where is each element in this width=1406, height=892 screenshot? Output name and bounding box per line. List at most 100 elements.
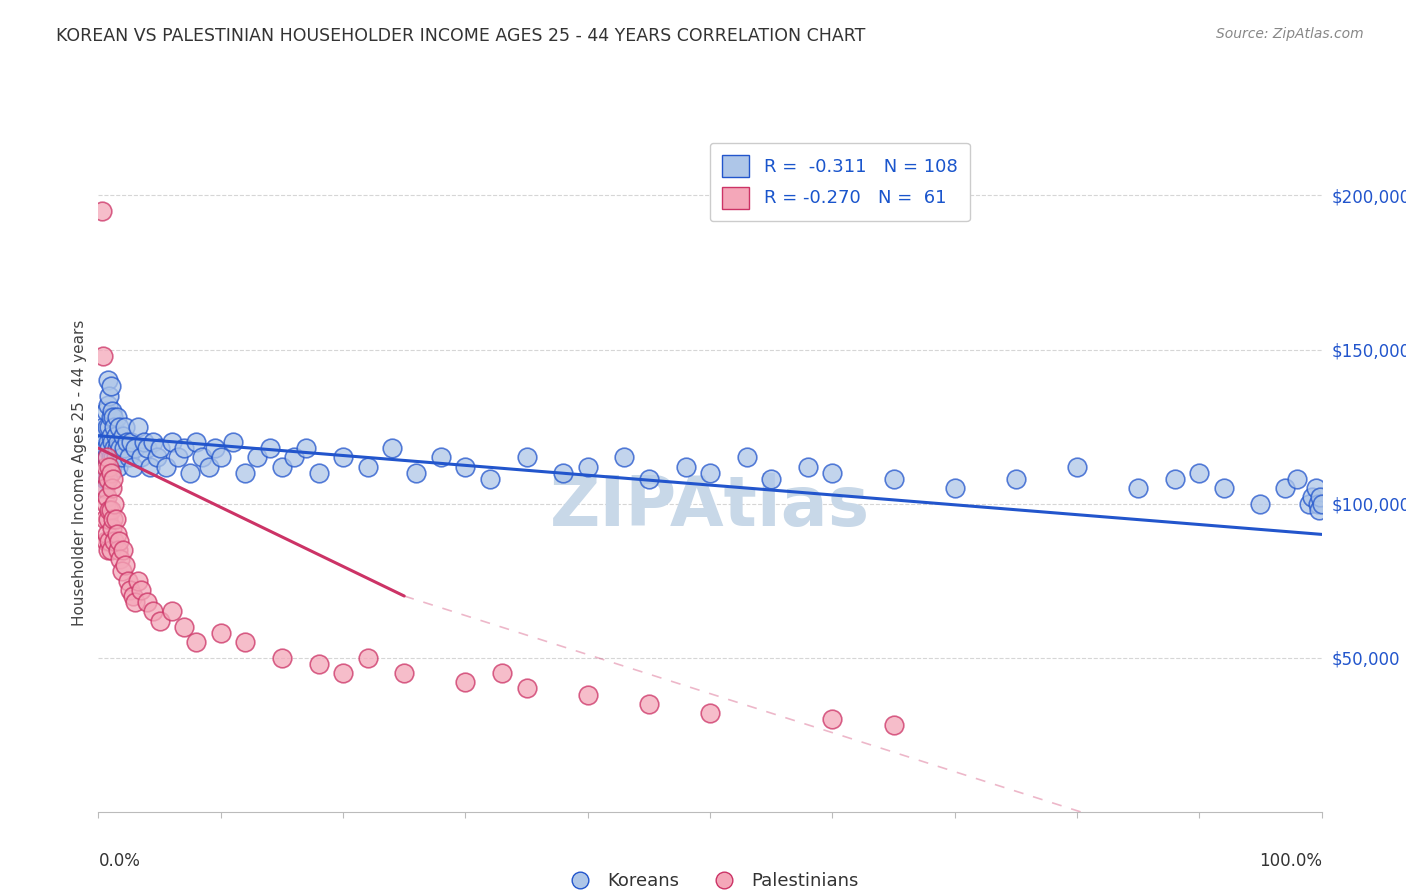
Point: [105, 410, 128, 425]
Point: [98, 389, 121, 403]
Point: [308, 657, 330, 671]
Point: [120, 434, 142, 449]
Point: [155, 459, 177, 474]
Point: [735, 450, 758, 465]
Point: [1305, 481, 1327, 495]
Point: [103, 419, 125, 434]
Y-axis label: Householder Income Ages 25 - 44 years: Householder Income Ages 25 - 44 years: [72, 319, 87, 626]
Point: [118, 450, 141, 465]
Point: [97, 373, 120, 387]
Point: [124, 441, 146, 455]
Point: [127, 419, 149, 434]
Point: [197, 459, 219, 474]
Point: [356, 459, 378, 474]
Point: [553, 466, 575, 480]
Point: [108, 419, 131, 434]
Point: [167, 450, 190, 465]
Point: [209, 450, 232, 465]
Point: [761, 472, 783, 486]
Point: [127, 574, 149, 588]
Point: [120, 582, 142, 597]
Point: [101, 512, 124, 526]
Point: [1308, 502, 1330, 516]
Point: [115, 434, 138, 449]
Point: [332, 450, 354, 465]
Text: KOREAN VS PALESTINIAN HOUSEHOLDER INCOME AGES 25 - 44 YEARS CORRELATION CHART: KOREAN VS PALESTINIAN HOUSEHOLDER INCOME…: [56, 27, 866, 45]
Point: [100, 502, 122, 516]
Point: [637, 472, 661, 486]
Point: [101, 521, 124, 535]
Point: [91, 349, 114, 363]
Point: [91, 466, 114, 480]
Point: [129, 450, 152, 465]
Point: [491, 666, 513, 681]
Point: [699, 706, 721, 720]
Point: [186, 434, 208, 449]
Point: [91, 203, 114, 218]
Point: [454, 459, 477, 474]
Point: [1188, 466, 1211, 480]
Point: [576, 459, 599, 474]
Point: [91, 419, 114, 434]
Point: [136, 441, 159, 455]
Text: 0.0%: 0.0%: [98, 853, 141, 871]
Point: [97, 398, 120, 412]
Point: [101, 472, 124, 486]
Point: [515, 450, 537, 465]
Point: [101, 434, 124, 449]
Point: [91, 481, 114, 495]
Point: [308, 466, 330, 480]
Point: [94, 441, 117, 455]
Point: [233, 466, 256, 480]
Point: [478, 472, 501, 486]
Point: [101, 404, 124, 418]
Point: [96, 450, 118, 465]
Point: [112, 441, 135, 455]
Point: [797, 459, 820, 474]
Point: [100, 379, 122, 393]
Point: [107, 542, 129, 557]
Point: [124, 595, 146, 609]
Point: [103, 533, 125, 548]
Point: [160, 434, 183, 449]
Point: [110, 441, 132, 455]
Point: [149, 441, 172, 455]
Point: [821, 466, 844, 480]
Point: [114, 419, 136, 434]
Point: [93, 472, 115, 486]
Point: [107, 459, 129, 474]
Point: [139, 459, 162, 474]
Point: [142, 604, 165, 618]
Point: [90, 450, 112, 465]
Point: [110, 552, 132, 566]
Point: [381, 441, 404, 455]
Point: [93, 512, 115, 526]
Point: [179, 466, 201, 480]
Point: [94, 533, 117, 548]
Point: [101, 410, 124, 425]
Point: [1274, 481, 1296, 495]
Point: [136, 595, 159, 609]
Point: [821, 712, 844, 726]
Point: [146, 450, 169, 465]
Point: [96, 450, 118, 465]
Point: [98, 419, 121, 434]
Point: [1128, 481, 1150, 495]
Point: [96, 527, 118, 541]
Point: [96, 491, 118, 505]
Point: [105, 441, 128, 455]
Point: [392, 666, 416, 681]
Point: [129, 582, 152, 597]
Text: 100.0%: 100.0%: [1258, 853, 1322, 871]
Point: [94, 459, 117, 474]
Point: [93, 481, 115, 495]
Legend: Koreans, Palestinians: Koreans, Palestinians: [554, 865, 866, 892]
Point: [96, 419, 118, 434]
Point: [132, 434, 155, 449]
Point: [613, 450, 636, 465]
Point: [98, 533, 121, 548]
Text: Source: ZipAtlas.com: Source: ZipAtlas.com: [1216, 27, 1364, 41]
Point: [1306, 497, 1329, 511]
Point: [101, 450, 124, 465]
Point: [111, 565, 134, 579]
